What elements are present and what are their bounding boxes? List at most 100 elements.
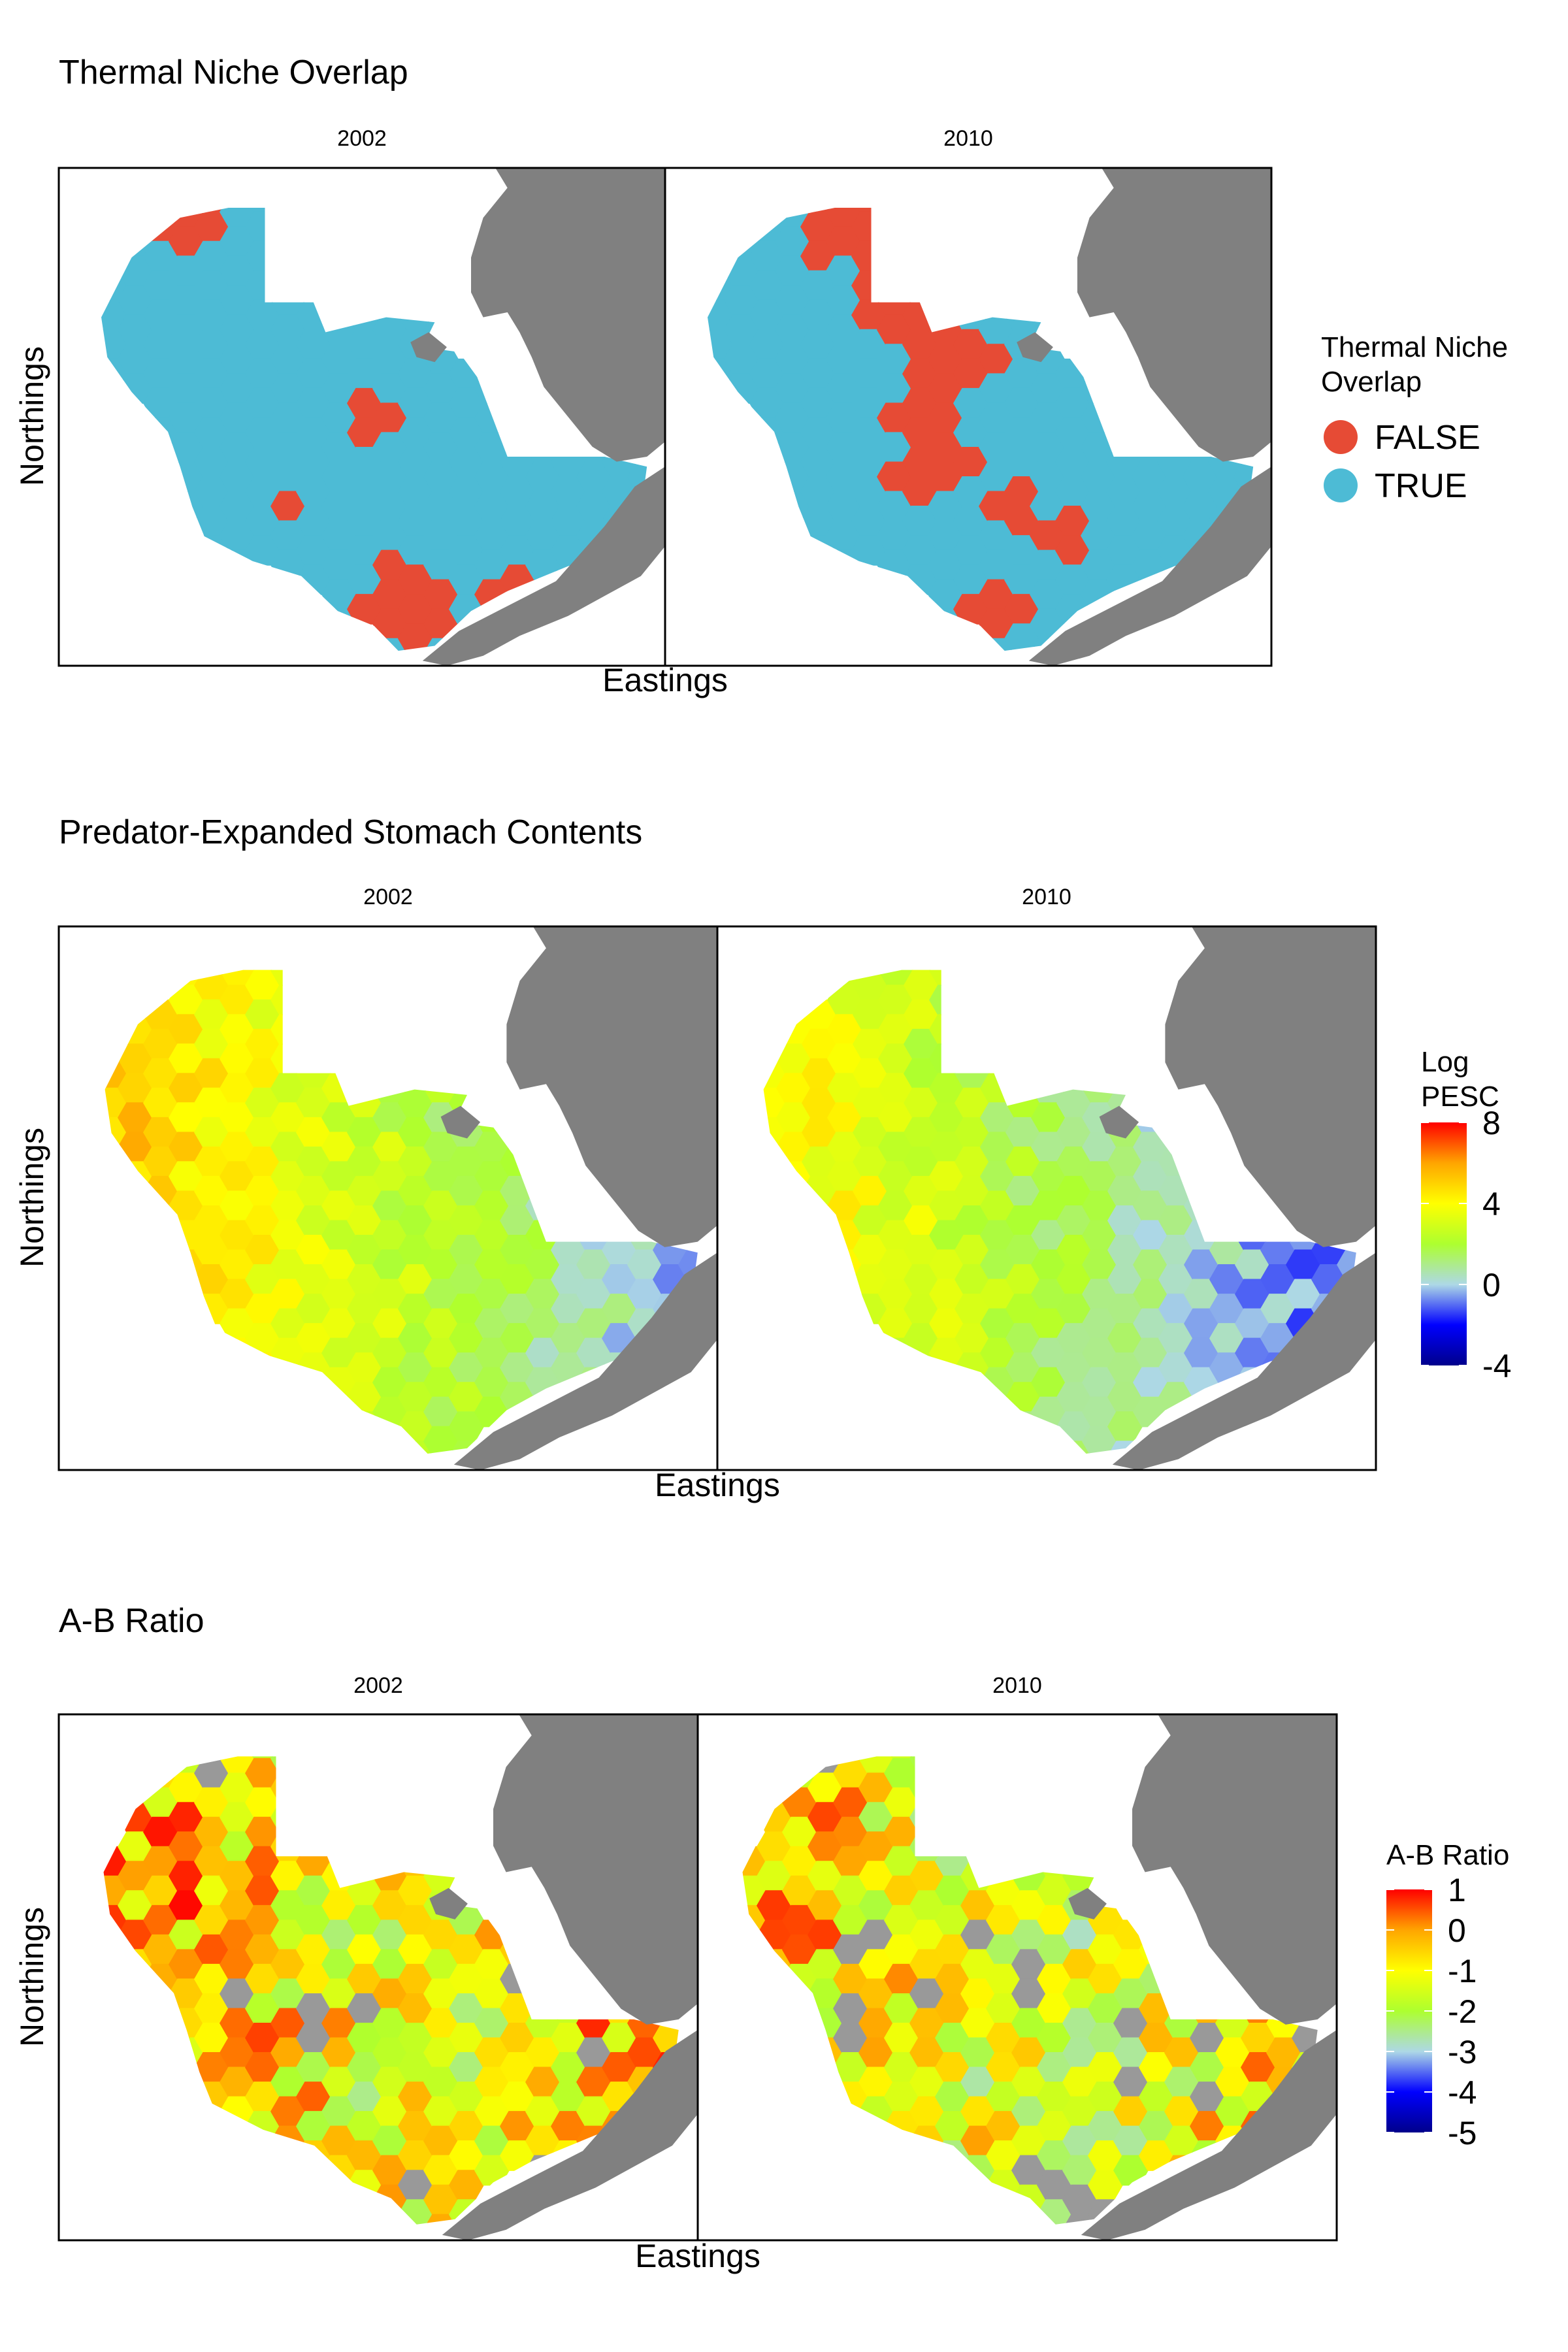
map-cell: [321, 2096, 357, 2127]
colorbar-tick-label: -3: [1448, 2034, 1477, 2070]
map-cell: [1113, 2125, 1149, 2157]
map-cell: [398, 623, 433, 651]
map-cell: [449, 1934, 484, 1965]
map-cell: [1056, 1264, 1092, 1295]
map-cell: [143, 270, 178, 301]
map-cell: [321, 1190, 357, 1222]
map-cell: [321, 1220, 357, 1251]
map-cell: [904, 1028, 939, 1060]
map-cell: [986, 1934, 1021, 1965]
map-cell: [525, 1249, 561, 1281]
map-cell: [220, 2008, 255, 2039]
map-cell: [1107, 1264, 1143, 1295]
map-cell: [372, 1161, 408, 1192]
map-cell: [1030, 491, 1065, 522]
map-cell: [220, 1978, 255, 2010]
map-cell: [296, 1294, 331, 1324]
map-cell: [1005, 1352, 1041, 1383]
map-cell: [143, 299, 178, 331]
map-cell: [194, 329, 229, 360]
map-cell: [500, 1294, 535, 1324]
map-cell: [296, 329, 331, 360]
map-cell: [808, 1890, 843, 1921]
map-cell: [169, 1043, 204, 1074]
map-cell: [902, 329, 938, 360]
map-cell: [1260, 1235, 1296, 1266]
map-cell: [220, 432, 255, 463]
map-cell: [884, 1756, 919, 1759]
colorbar-tick-label: -4: [1482, 1348, 1511, 1384]
map-cell: [169, 1890, 204, 1921]
map-cell: [960, 1919, 996, 1951]
map-cell: [878, 1073, 913, 1104]
map-cell: [1215, 2066, 1250, 2098]
map-cell: [884, 1846, 919, 1877]
map-cell: [1088, 2140, 1123, 2171]
chart-title: A-B Ratio: [59, 1602, 204, 1640]
map-cell: [398, 506, 433, 536]
map-cell: [270, 1220, 306, 1251]
map-cell: [220, 1279, 255, 1310]
map-cell: [851, 476, 887, 507]
map-cell: [372, 608, 408, 640]
map-cell: [1337, 1249, 1356, 1281]
map-cell: [194, 1904, 229, 1936]
map-cell: [347, 1934, 382, 1965]
map-cell: [372, 2096, 408, 2127]
map-cell: [398, 1205, 433, 1236]
map-cell: [576, 1337, 612, 1369]
map-cell: [449, 2082, 484, 2112]
map-cell: [800, 476, 836, 507]
map-cell: [1292, 2023, 1318, 2053]
map-cell: [347, 535, 382, 566]
map-cell: [929, 1073, 964, 1104]
map-cell: [449, 2052, 484, 2083]
map-cell: [853, 1028, 888, 1060]
map-cell: [749, 240, 785, 272]
map-cell: [347, 1235, 382, 1266]
map-cell: [1158, 1264, 1194, 1295]
map-cell: [118, 314, 153, 346]
map-cell: [749, 387, 785, 419]
map-cell: [118, 1102, 153, 1134]
map-cell: [398, 2082, 433, 2112]
map-cell: [904, 1058, 939, 1089]
map-cell: [270, 373, 306, 404]
map-cell: [143, 1846, 178, 1877]
map-cell: [423, 2155, 459, 2186]
map-cell: [398, 1175, 433, 1207]
map-cell: [1107, 1235, 1143, 1266]
map-cell: [833, 1904, 868, 1936]
map-cell: [398, 1963, 433, 1995]
map-cell: [220, 373, 255, 404]
map-cell: [1082, 1161, 1117, 1192]
map-cell: [194, 476, 229, 507]
map-cell: [602, 2052, 637, 2083]
map-cell: [423, 373, 459, 404]
map-cells: [742, 1756, 1318, 2225]
map-cell: [808, 1861, 843, 1892]
map-cell: [169, 1978, 204, 2010]
map-cell: [833, 2023, 868, 2053]
map-cell: [904, 1235, 939, 1266]
map-cell: [929, 1249, 964, 1281]
map-cell: [909, 1978, 945, 2010]
map-cell: [245, 1058, 280, 1089]
map-cell: [1139, 2023, 1174, 2053]
map-cell: [321, 1919, 357, 1951]
map-cell: [986, 2140, 1021, 2171]
map-cell: [1209, 1264, 1245, 1295]
map-cell: [423, 520, 459, 551]
map-cell: [878, 1279, 913, 1310]
island-land: [410, 332, 447, 363]
map-cell: [321, 461, 357, 493]
map-cell: [953, 535, 988, 566]
map-cell: [1164, 2125, 1200, 2157]
map-cell: [979, 461, 1014, 493]
map-cell: [347, 1352, 382, 1383]
map-cell: [1133, 1220, 1168, 1251]
map-cell: [802, 1087, 837, 1119]
map-cell: [270, 1308, 306, 1339]
map-cell: [398, 1087, 433, 1119]
map-cell: [955, 1175, 990, 1207]
